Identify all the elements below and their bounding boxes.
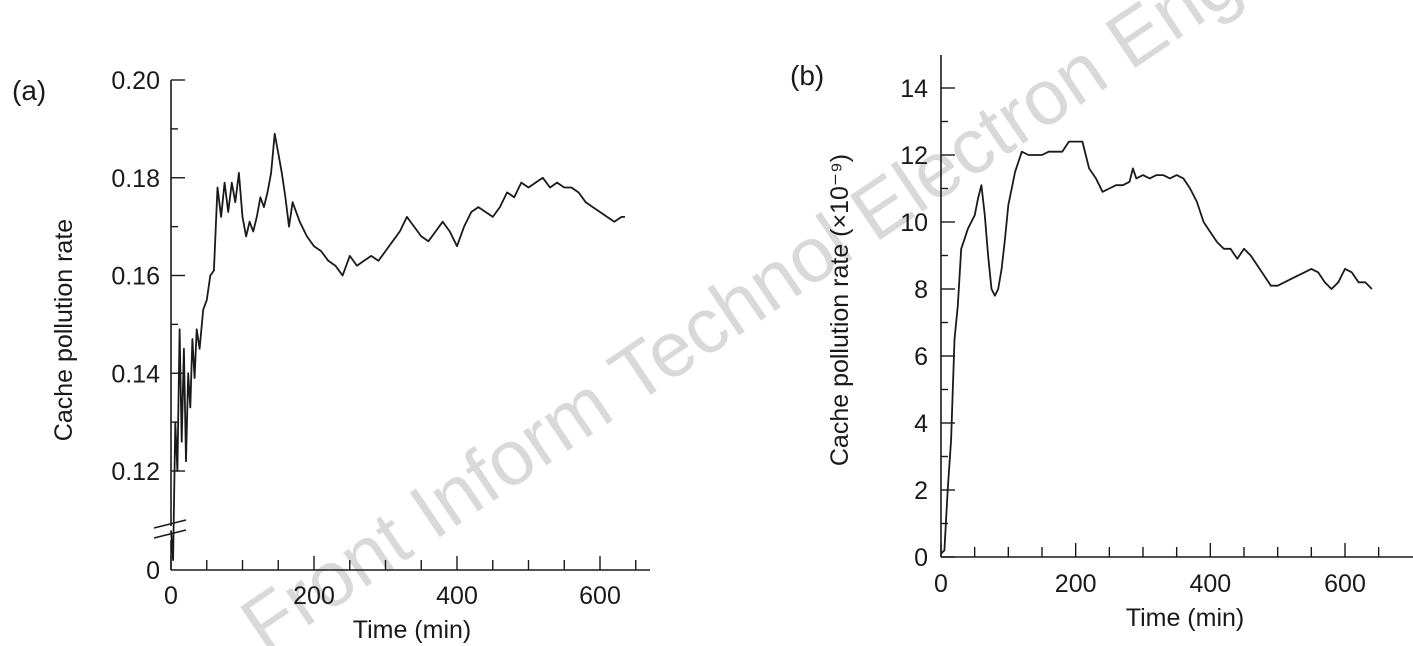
watermark-text: Front Inform Technol Electron Eng [225, 0, 1254, 646]
panel-a-x-axis-label: Time (min) [353, 616, 472, 644]
panel-a-y-tick-label: 0 [146, 557, 160, 585]
panel-a-y-tick-label: 0.14 [111, 360, 160, 388]
panel-b-y-tick-label: 14 [900, 75, 928, 103]
panel-b-label: (b) [790, 60, 824, 91]
panel-b-x-tick-label: 0 [934, 570, 948, 598]
panel-a-y-tick-label: 0.16 [111, 263, 160, 291]
panel-a-x-tick-label: 600 [579, 582, 621, 610]
panel-b-y-tick-label: 12 [900, 142, 928, 170]
panel-a-y-tick-label: 0.12 [111, 458, 160, 486]
panel-a-x-tick-label: 400 [436, 582, 478, 610]
panel-a-axes [153, 80, 650, 571]
watermark-layer: Front Inform Technol Electron Eng [225, 0, 1254, 646]
panel-a: (a) Cache pollution rate Time (min) 0 0.1… [12, 67, 650, 644]
panel-b-y-tick-label: 8 [914, 276, 928, 304]
panel-b-y-tick-label: 10 [900, 209, 928, 237]
panel-b: (b) Cache pollution rate (×10⁻⁹) Time (m… [790, 55, 1413, 632]
panel-a-x-tick-label: 200 [293, 582, 335, 610]
panel-a-y-tick-label: 0.20 [111, 67, 160, 95]
panel-b-y-tick-label: 0 [914, 544, 928, 572]
panel-a-y-tick-label: 0.18 [111, 165, 160, 193]
panel-a-series [170, 132, 625, 561]
panel-b-y-axis-label: Cache pollution rate (×10⁻⁹) [826, 154, 854, 466]
panel-b-y-tick-label: 6 [914, 343, 928, 371]
panel-b-x-axis-label: Time (min) [1126, 604, 1245, 632]
panel-b-series-line [940, 140, 1373, 555]
panel-b-y-tick-label: 2 [914, 477, 928, 505]
panel-b-x-tick-label: 200 [1055, 570, 1097, 598]
panel-a-label: (a) [12, 75, 46, 106]
panel-a-series-line [170, 132, 625, 561]
panel-b-x-tick-label: 600 [1324, 570, 1366, 598]
panel-a-axis-break-mark [153, 529, 187, 539]
panel-b-x-tick-label: 400 [1189, 570, 1231, 598]
panel-b-series [940, 140, 1373, 555]
panel-a-axis-break-mark [153, 519, 187, 529]
panel-b-y-tick-label: 4 [914, 410, 928, 438]
panel-a-ticks: 0 0.12 0.14 0.16 0.18 0.20 0 200 400 600 [111, 67, 637, 610]
panel-b-ticks: 0 2 4 6 8 10 12 14 0 200 400 600 [900, 75, 1380, 598]
panel-a-x-tick-label: 0 [164, 582, 178, 610]
panel-a-y-axis-label: Cache pollution rate [50, 219, 78, 441]
